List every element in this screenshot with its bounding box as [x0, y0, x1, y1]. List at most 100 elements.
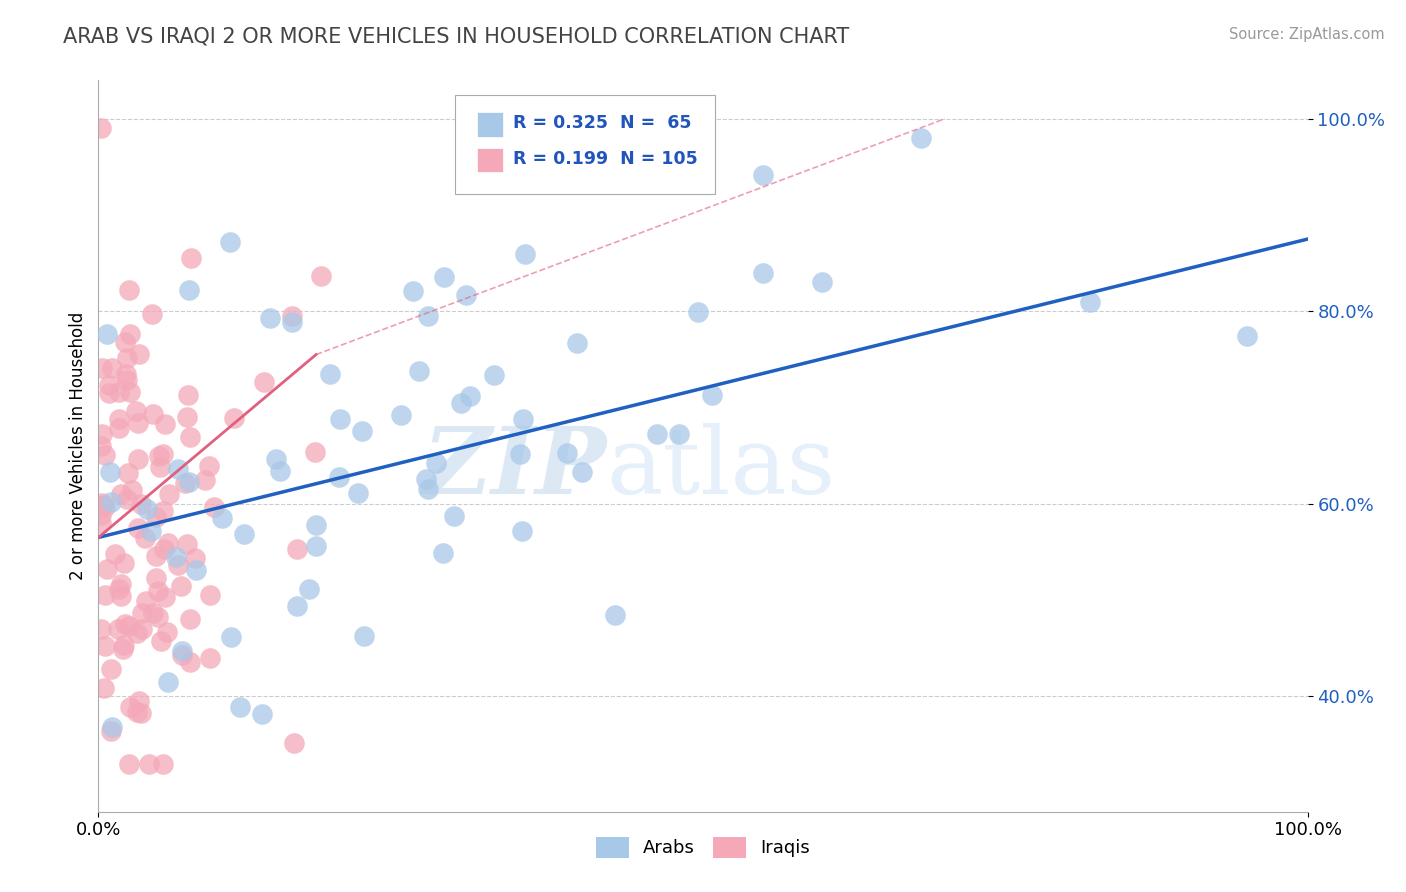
Point — [686, 305, 709, 319]
Text: R = 0.199  N = 105: R = 0.199 N = 105 — [513, 150, 697, 168]
Point — [118, 756, 141, 771]
Point — [117, 466, 139, 480]
Point — [176, 410, 198, 425]
Point — [115, 351, 138, 366]
Point — [157, 536, 180, 550]
Point — [176, 537, 198, 551]
Point — [97, 385, 120, 400]
Point — [153, 591, 176, 605]
Point — [108, 582, 131, 597]
Point — [129, 706, 152, 720]
Point — [184, 563, 207, 577]
Point — [221, 630, 243, 644]
Point — [128, 347, 150, 361]
Point — [115, 491, 138, 506]
Point — [281, 310, 304, 324]
Point — [118, 283, 141, 297]
Point — [98, 378, 121, 392]
Point — [136, 502, 159, 516]
Point — [152, 756, 174, 771]
Point — [148, 449, 170, 463]
Y-axis label: 2 or more Vehicles in Household: 2 or more Vehicles in Household — [69, 312, 87, 580]
Point — [118, 327, 141, 342]
Point — [264, 452, 287, 467]
Point — [510, 524, 533, 539]
Point — [253, 376, 276, 390]
Point — [108, 411, 131, 425]
Point — [285, 541, 308, 556]
Point — [512, 411, 534, 425]
Point — [125, 626, 148, 640]
Point — [170, 579, 193, 593]
Point — [107, 622, 129, 636]
Point — [131, 622, 153, 636]
Point — [177, 387, 200, 401]
Point — [513, 247, 536, 261]
Point — [135, 594, 157, 608]
Point — [91, 426, 114, 441]
Point — [179, 612, 201, 626]
Point — [281, 315, 304, 329]
Point — [145, 571, 167, 585]
FancyBboxPatch shape — [456, 95, 716, 194]
Point — [350, 425, 373, 439]
Point — [138, 756, 160, 771]
Point — [127, 451, 149, 466]
Point — [104, 547, 127, 561]
Point — [93, 681, 115, 695]
Point — [100, 723, 122, 738]
Point — [304, 444, 326, 458]
Point — [222, 411, 245, 425]
Point — [117, 619, 139, 633]
Point — [100, 662, 122, 676]
Point — [408, 364, 430, 378]
Point — [218, 235, 240, 249]
Point — [603, 607, 626, 622]
Point — [165, 549, 187, 564]
Point — [283, 736, 305, 750]
FancyBboxPatch shape — [477, 112, 503, 136]
Point — [157, 487, 180, 501]
Point — [180, 251, 202, 265]
Point — [177, 475, 200, 489]
FancyBboxPatch shape — [477, 147, 503, 171]
Point — [259, 310, 281, 325]
Point — [319, 367, 342, 381]
Point — [305, 540, 328, 554]
Point — [110, 589, 132, 603]
Point — [145, 510, 167, 524]
Point — [1078, 295, 1101, 310]
Point — [668, 426, 690, 441]
Point — [94, 500, 117, 514]
Point — [702, 388, 724, 402]
Point — [90, 622, 112, 636]
Point — [91, 498, 114, 512]
Point — [229, 700, 252, 714]
Point — [233, 526, 256, 541]
Text: ZIP: ZIP — [422, 423, 606, 513]
Point — [114, 368, 136, 382]
Point — [108, 385, 131, 400]
Point — [153, 541, 176, 556]
Point — [179, 283, 201, 297]
Point — [153, 417, 176, 431]
Point — [200, 651, 222, 665]
Point — [118, 700, 141, 714]
Point — [146, 610, 169, 624]
Point — [482, 368, 505, 382]
Text: Source: ZipAtlas.com: Source: ZipAtlas.com — [1229, 27, 1385, 42]
Point — [184, 550, 207, 565]
Point — [112, 557, 135, 571]
Point — [149, 460, 172, 475]
Point — [101, 720, 124, 734]
Point — [443, 508, 465, 523]
Point — [110, 577, 132, 591]
Point — [565, 335, 588, 350]
Point — [90, 516, 112, 531]
Text: R = 0.325  N =  65: R = 0.325 N = 65 — [513, 114, 692, 132]
Point — [555, 446, 578, 460]
Point — [269, 464, 291, 478]
Point — [100, 495, 122, 509]
Point — [752, 169, 775, 183]
Point — [329, 411, 352, 425]
